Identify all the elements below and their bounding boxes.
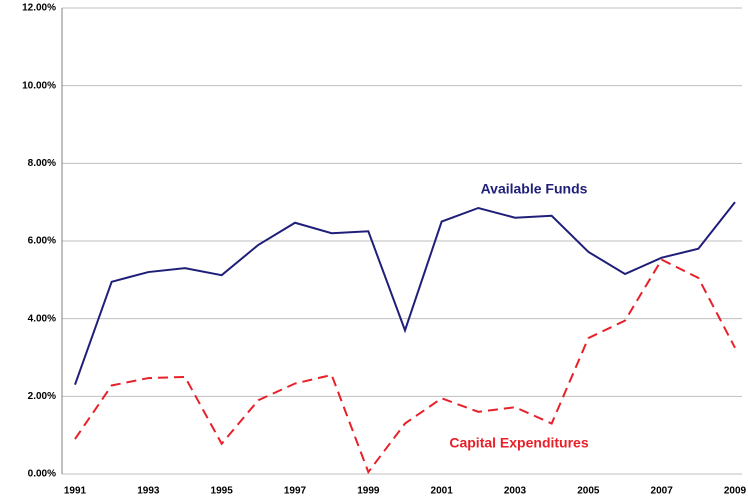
y-tick-label: 10.00%	[22, 80, 56, 91]
x-tick-label: 2009	[724, 486, 747, 497]
series-label: Capital Expenditures	[449, 435, 588, 451]
y-tick-label: 2.00%	[28, 391, 56, 402]
x-tick-label: 1993	[137, 486, 160, 497]
x-tick-label: 2005	[577, 486, 600, 497]
x-tick-label: 1999	[357, 486, 380, 497]
x-tick-label: 2001	[431, 486, 454, 497]
series-line	[74, 258, 736, 475]
y-tick-label: 12.00%	[22, 3, 56, 14]
y-tick-label: 0.00%	[28, 469, 56, 480]
x-tick-label: 2003	[504, 486, 527, 497]
series-line	[74, 201, 736, 386]
x-tick-label: 1995	[211, 486, 234, 497]
y-tick-label: 4.00%	[28, 313, 56, 324]
y-tick-label: 8.00%	[28, 158, 56, 169]
x-tick-label: 2007	[651, 486, 674, 497]
series-label: Available Funds	[481, 181, 588, 197]
y-tick-label: 6.00%	[28, 236, 56, 247]
x-tick-label: 1997	[284, 486, 307, 497]
x-tick-label: 1991	[64, 486, 87, 497]
